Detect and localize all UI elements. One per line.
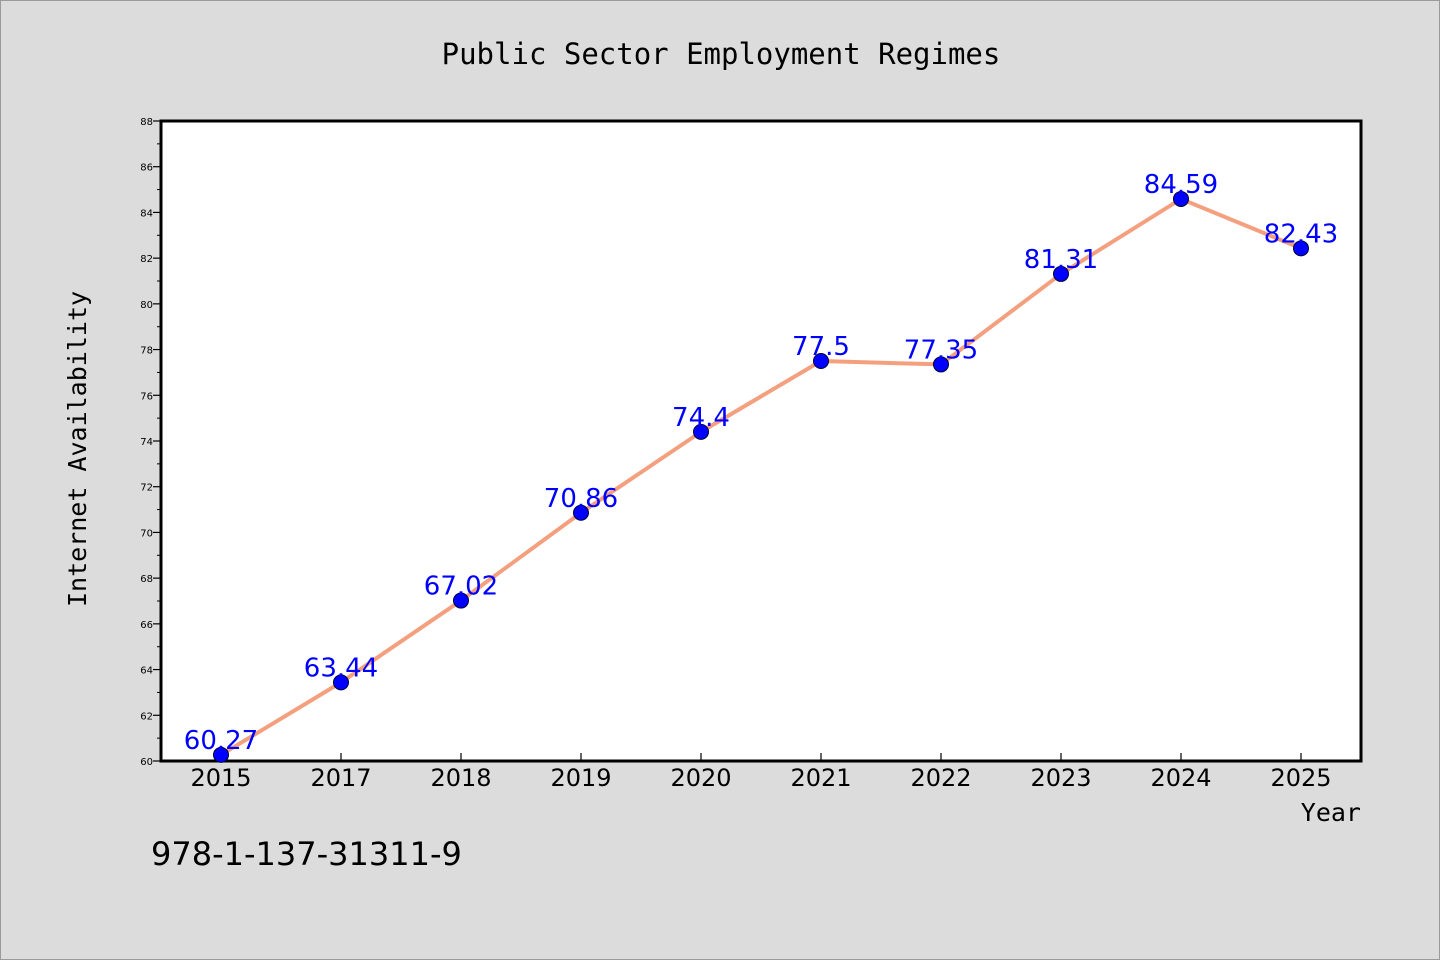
x-axis-label: Year	[1301, 798, 1361, 827]
data-label: 74.4	[672, 403, 730, 433]
y-tick-label: 66	[140, 620, 153, 631]
x-tick-label: 2021	[790, 764, 851, 792]
data-point	[813, 353, 829, 369]
x-tick-label: 2023	[1030, 764, 1091, 792]
y-tick-label: 86	[140, 163, 153, 174]
y-tick-label: 70	[140, 528, 153, 539]
x-tick-label: 2022	[910, 764, 971, 792]
data-point	[573, 504, 589, 521]
data-label: 77.5	[792, 332, 850, 362]
data-markers	[213, 190, 1309, 763]
y-tick-label: 74	[140, 437, 153, 448]
data-label: 81.31	[1024, 245, 1098, 275]
y-tick-label: 68	[140, 574, 153, 585]
x-tick-label: 2024	[1150, 764, 1211, 792]
y-tick-label: 84	[140, 208, 153, 219]
y-tick-label: 60	[140, 757, 153, 768]
data-point	[693, 423, 709, 440]
data-label: 84.59	[1144, 170, 1218, 200]
y-tick-label: 64	[140, 666, 153, 677]
y-axis-label: Internet Availability	[63, 291, 92, 607]
data-label: 63.44	[304, 653, 378, 683]
x-axis-ticks: 2015 2017 2018 2019 2020 2021 2022 2023 2024 2025	[190, 753, 1332, 792]
data-point	[453, 592, 469, 609]
data-point	[333, 674, 349, 691]
series-line-group	[219, 196, 1303, 757]
y-tick-label: 76	[140, 391, 153, 402]
plot-area	[159, 119, 1363, 763]
y-axis-ticks: 60 62 64 66 68 70 72 74 76 78 80 82 84 86 88	[140, 117, 161, 768]
data-point	[1293, 240, 1309, 257]
x-tick-label: 2017	[310, 764, 371, 792]
chart-title: Public Sector Employment Regimes	[442, 37, 1001, 71]
y-tick-label: 80	[140, 300, 153, 311]
data-label: 70.86	[544, 484, 618, 514]
data-label: 77.35	[904, 335, 978, 365]
data-point	[1173, 190, 1189, 207]
data-point	[213, 746, 229, 763]
data-point	[933, 356, 949, 373]
series-line	[219, 196, 1303, 757]
y-tick-label: 78	[140, 346, 153, 357]
y-tick-label: 82	[140, 254, 153, 265]
x-tick-label: 2019	[550, 764, 611, 792]
data-label: 67.02	[424, 572, 498, 602]
y-tick-label: 62	[140, 711, 153, 722]
data-label: 60.27	[184, 726, 258, 756]
data-point	[1053, 265, 1069, 282]
y-tick-label: 72	[140, 483, 153, 494]
y-tick-label: 88	[140, 117, 153, 128]
x-tick-label: 2025	[1270, 764, 1331, 792]
x-tick-label: 2020	[670, 764, 731, 792]
x-tick-label: 2018	[430, 764, 491, 792]
x-tick-label: 2015	[190, 764, 251, 792]
data-labels: 60.27 63.44 67.02 70.86 74.4 77.5 77.35 81.31 84…	[184, 170, 1338, 756]
data-label: 82.43	[1264, 219, 1338, 249]
isbn-annotation: 978-1-137-31311-9	[151, 835, 462, 873]
